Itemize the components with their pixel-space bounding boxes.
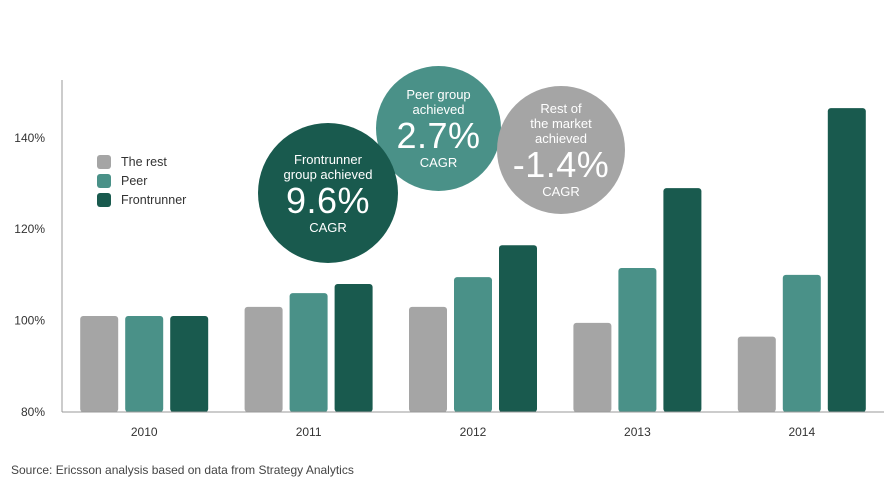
y-ticks: 80% 100% 120% 140% [14,131,45,419]
frontrunner-bubble-unit: CAGR [309,219,347,235]
rest-bubble-unit: CAGR [542,184,580,199]
y-tick-label: 140% [14,131,45,145]
bar-frontrunner-2013 [663,188,702,412]
bar-frontrunner-2012 [499,245,537,412]
bar-the-rest-2011 [244,306,283,412]
source-note: Source: Ericsson analysis based on data … [11,463,354,477]
peer-bubble-line2: achieved [412,102,465,117]
rest-bubble-line3: achieved [534,131,588,146]
y-tick-label: 120% [14,222,45,236]
rest-bubble-line2: the market [530,116,592,131]
peer-bubble-value: 2.7% [396,115,481,156]
bar-peer-2013 [618,268,657,412]
x-ticks: 2010 2011 2012 2013 2014 [131,425,816,439]
frontrunner-cagr-bubble: Frontrunner group achieved 9.6% CAGR [258,123,398,263]
peer-bubble-line1: Peer group [406,87,471,102]
frontrunner-bubble-line2: group achieved [283,166,373,182]
bar-frontrunner-2011 [334,284,373,412]
x-tick-label: 2013 [624,425,651,439]
frontrunner-bubble-line1: Frontrunner [294,151,362,167]
bar-the-rest-2013 [573,322,612,412]
y-tick-label: 100% [14,314,45,328]
legend-swatch-frontrunner [97,193,111,207]
rest-cagr-bubble: Rest of the market achieved -1.4% CAGR [497,86,625,214]
x-tick-label: 2011 [296,425,322,439]
legend-swatch-peer [97,174,111,188]
bars-layer [80,108,866,412]
bar-frontrunner-2014 [827,108,866,412]
rest-bubble-line1: Rest of [540,101,582,116]
x-tick-label: 2012 [460,425,487,439]
bar-the-rest-2014 [737,336,776,412]
rest-bubble-value: -1.4% [512,144,610,185]
legend: The rest Peer Frontrunner [97,155,186,207]
bar-peer-2012 [454,277,492,412]
legend-swatch-the-rest [97,155,111,169]
legend-label-frontrunner: Frontrunner [121,193,186,207]
legend-label-the-rest: The rest [121,155,167,169]
bar-the-rest-2010 [80,316,119,412]
bar-frontrunner-2010 [170,316,209,412]
bar-peer-2010 [125,316,164,412]
peer-bubble-unit: CAGR [419,155,458,170]
frontrunner-bubble-value: 9.6% [285,179,371,221]
x-tick-label: 2010 [131,425,158,439]
peer-cagr-bubble: Peer group achieved 2.7% CAGR [376,66,501,191]
bar-peer-2014 [782,274,821,412]
bar-the-rest-2012 [409,306,447,412]
x-tick-label: 2014 [788,425,815,439]
legend-label-peer: Peer [121,174,147,188]
bar-peer-2011 [289,293,328,412]
y-tick-label: 80% [21,405,45,419]
